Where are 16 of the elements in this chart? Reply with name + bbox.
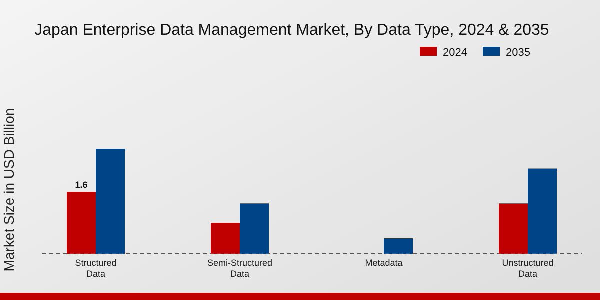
bar [96, 149, 125, 254]
bar [67, 192, 96, 254]
bar [211, 223, 240, 254]
x-tick-label: Semi-Structured Data [207, 258, 273, 279]
legend-label: 2024 [443, 47, 468, 59]
x-tick-label: Unstructured Data [502, 258, 554, 279]
bar [528, 168, 557, 254]
y-axis-title: Market Size in USD Billion [1, 108, 17, 272]
bar [499, 204, 528, 254]
x-tick-label: Metadata [365, 258, 403, 268]
x-tick-label: Structured Data [75, 258, 117, 279]
legend-label: 2035 [506, 47, 530, 59]
bar [384, 238, 413, 254]
bar [240, 204, 269, 254]
data-label: 1.6 [75, 180, 88, 190]
chart-title: Japan Enterprise Data Management Market, By Data Type, 2024 & 2035 [34, 22, 550, 39]
